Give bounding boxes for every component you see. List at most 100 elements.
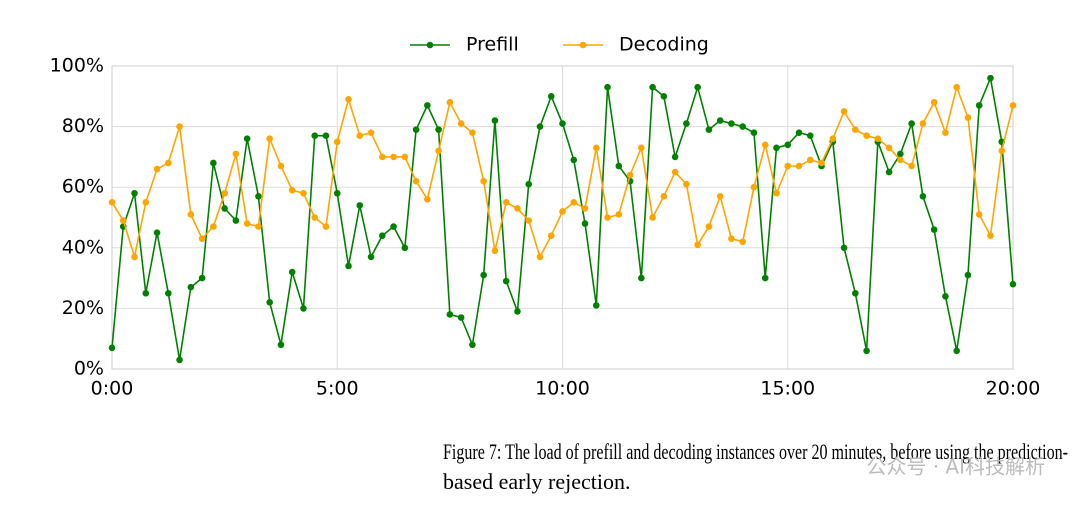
point [356, 202, 364, 209]
point [953, 347, 960, 355]
point [435, 147, 442, 155]
point [153, 229, 161, 236]
plot-frame [111, 65, 1014, 370]
point [716, 192, 724, 200]
y-tick-label: 100% [50, 55, 104, 77]
point [581, 205, 589, 212]
point [874, 135, 882, 143]
point [379, 232, 386, 239]
point [705, 223, 713, 230]
point [255, 223, 262, 230]
legend-marker [426, 41, 434, 49]
point [412, 126, 420, 133]
point [277, 162, 285, 170]
point [108, 199, 116, 206]
point [660, 192, 668, 200]
point [300, 305, 307, 312]
point [480, 177, 487, 185]
point [165, 159, 172, 167]
point [333, 138, 341, 146]
point [401, 153, 409, 161]
point [255, 192, 262, 200]
point [694, 241, 701, 249]
point [761, 274, 769, 282]
point [987, 232, 994, 239]
point [232, 150, 240, 158]
point [176, 123, 183, 130]
point [198, 274, 206, 282]
point [953, 83, 960, 91]
point [942, 129, 949, 136]
y-tick-label: 80% [62, 115, 104, 137]
point [638, 274, 645, 282]
point [446, 311, 454, 318]
point [615, 162, 623, 170]
y-tick-label: 20% [62, 297, 104, 319]
point [840, 108, 848, 115]
point [424, 102, 431, 109]
point [502, 199, 510, 206]
point [243, 135, 251, 143]
point [232, 217, 240, 224]
point [142, 289, 150, 297]
point [424, 196, 431, 203]
point [491, 117, 499, 124]
point [660, 93, 668, 100]
point [694, 83, 701, 91]
point [1009, 280, 1017, 288]
point [131, 253, 138, 261]
point [908, 120, 915, 127]
point [502, 277, 510, 285]
point [975, 211, 983, 218]
point [863, 132, 870, 139]
point [671, 153, 679, 161]
legend-marker [579, 41, 587, 49]
point [345, 96, 352, 103]
point [367, 129, 375, 136]
point [142, 199, 150, 206]
point [187, 283, 195, 291]
x-tick-label: 5:00 [316, 378, 359, 400]
point [288, 186, 296, 194]
point [187, 211, 195, 218]
point [446, 99, 454, 106]
point [975, 102, 983, 109]
point [559, 208, 566, 215]
point [210, 159, 217, 167]
point [739, 238, 746, 246]
point [469, 129, 476, 136]
point [153, 165, 161, 173]
point [198, 235, 206, 243]
point [919, 120, 927, 127]
point [536, 253, 544, 261]
y-tick-label: 0% [74, 358, 104, 380]
point [863, 347, 870, 355]
point [491, 247, 499, 255]
point [671, 168, 679, 176]
x-tick-label: 15:00 [760, 378, 815, 400]
point [649, 214, 656, 221]
point [379, 153, 386, 161]
point [221, 189, 228, 197]
point [390, 223, 397, 230]
point [570, 199, 578, 206]
point [705, 126, 713, 133]
point [300, 189, 307, 197]
point [435, 126, 442, 133]
point [964, 271, 972, 279]
point [457, 314, 465, 321]
point [525, 180, 533, 188]
point [592, 302, 600, 309]
point [457, 120, 465, 127]
point [243, 220, 251, 227]
caption-line: based early rejection. [443, 469, 631, 494]
point [739, 123, 746, 130]
point [559, 120, 566, 127]
point [514, 205, 521, 212]
point [942, 292, 949, 300]
point [626, 171, 634, 179]
x-tick-label: 10:00 [535, 378, 590, 400]
point [885, 168, 893, 176]
